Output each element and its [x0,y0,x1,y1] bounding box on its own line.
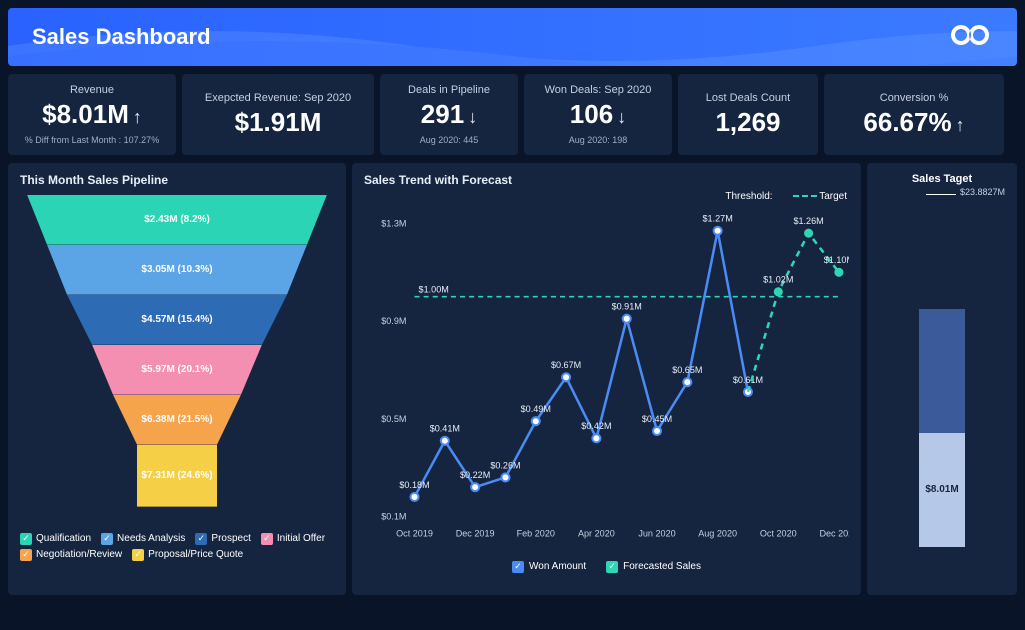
svg-text:$0.41M: $0.41M [430,423,460,433]
svg-text:Oct 2019: Oct 2019 [396,528,433,538]
funnel-legend: Qualification Needs Analysis Prospect Initi… [20,533,334,561]
legend-label: Forecasted Sales [623,561,701,572]
kpi-card: Exepcted Revenue: Sep 2020 $1.91M [182,74,374,155]
legend-checkbox-icon [20,533,32,545]
kpi-sub: Aug 2020: 198 [536,135,660,145]
trend-chart: $0.1M $0.5M $0.9M $1.3M $1.00M $0.18M $0.41M $0… [364,195,849,555]
svg-text:$0.91M: $0.91M [612,301,642,311]
legend-checkbox-icon [195,533,207,545]
kpi-value: 66.67% [836,108,992,137]
kpi-card: Won Deals: Sep 2020 106 Aug 2020: 198 [524,74,672,155]
svg-text:$0.65M: $0.65M [672,365,702,375]
svg-text:$1.27M: $1.27M [703,213,733,223]
funnel-legend-item[interactable]: Prospect [195,533,250,545]
kpi-label: Deals in Pipeline [392,84,506,96]
svg-text:Oct 2020: Oct 2020 [760,528,797,538]
svg-text:$1.00M: $1.00M [419,284,449,294]
legend-checkbox-icon [261,533,273,545]
kpi-label: Exepcted Revenue: Sep 2020 [194,92,362,104]
target-bar-container: $8.01M [879,207,1005,547]
svg-text:Dec 2020: Dec 2020 [819,528,849,538]
svg-text:$0.18M: $0.18M [399,479,429,489]
funnel-legend-item[interactable]: Proposal/Price Quote [132,549,243,561]
kpi-card: Lost Deals Count 1,269 [678,74,818,155]
dashboard-title: Sales Dashboard [32,24,211,50]
funnel-legend-item[interactable]: Needs Analysis [101,533,185,545]
trend-legend-item[interactable]: Forecasted Sales [606,561,701,573]
trend-legend-item[interactable]: Won Amount [512,561,586,573]
legend-label: Proposal/Price Quote [148,549,243,560]
svg-text:$0.26M: $0.26M [490,460,520,470]
kpi-card: Deals in Pipeline 291 Aug 2020: 445 [380,74,518,155]
svg-text:$0.49M: $0.49M [521,404,551,414]
kpi-card: Revenue $8.01M % Diff from Last Month : 10… [8,74,176,155]
svg-text:$0.45M: $0.45M [642,413,672,423]
funnel-segment: $4.57M (15.4%) [67,295,287,345]
svg-text:$1.26M: $1.26M [793,216,823,226]
kpi-value: 1,269 [690,108,806,137]
legend-label: Negotiation/Review [36,549,122,560]
funnel-segment: $7.31M (24.6%) [137,445,217,507]
trend-panel: Sales Trend with Forecast Threshold: Tar… [352,163,861,595]
legend-checkbox-icon [512,561,524,573]
svg-text:$0.22M: $0.22M [460,470,490,480]
legend-label: Needs Analysis [117,533,185,544]
funnel-legend-item[interactable]: Negotiation/Review [20,549,122,561]
target-bar-fill: $8.01M [919,433,965,547]
funnel-title: This Month Sales Pipeline [20,173,334,187]
svg-text:$0.67M: $0.67M [551,360,581,370]
trend-title: Sales Trend with Forecast [364,173,849,187]
funnel-legend-item[interactable]: Qualification [20,533,91,545]
funnel-chart: $2.43M (8.2%)$3.05M (10.3%)$4.57M (15.4%… [20,195,334,525]
legend-checkbox-icon [20,549,32,561]
svg-text:$0.5M: $0.5M [381,413,406,423]
target-max-axis: $23.8827M [879,187,1005,197]
kpi-label: Lost Deals Count [690,92,806,104]
legend-label: Won Amount [529,561,586,572]
svg-text:Feb 2020: Feb 2020 [517,528,555,538]
legend-checkbox-icon [132,549,144,561]
kpi-card: Conversion % 66.67% [824,74,1004,155]
svg-text:$1.10M: $1.10M [824,255,849,265]
main-row: This Month Sales Pipeline $2.43M (8.2%)$… [8,163,1017,595]
legend-label: Prospect [211,533,250,544]
funnel-segment: $3.05M (10.3%) [47,245,307,295]
funnel-panel: This Month Sales Pipeline $2.43M (8.2%)$… [8,163,346,595]
kpi-row: Revenue $8.01M % Diff from Last Month : 10… [8,74,1017,155]
kpi-value: 291 [392,100,506,129]
svg-text:$0.42M: $0.42M [581,421,611,431]
kpi-value: $1.91M [194,108,362,137]
svg-text:$0.1M: $0.1M [381,511,406,521]
funnel-segment: $6.38M (21.5%) [113,395,241,445]
kpi-value: $8.01M [20,100,164,129]
target-panel: Sales Taget $23.8827M $8.01M [867,163,1017,595]
funnel-segment: $2.43M (8.2%) [27,195,327,245]
kpi-sub: % Diff from Last Month : 107.27% [20,135,164,145]
svg-text:$0.9M: $0.9M [381,316,406,326]
kpi-label: Won Deals: Sep 2020 [536,84,660,96]
svg-text:Dec 2019: Dec 2019 [456,528,495,538]
target-title: Sales Taget [879,173,1005,185]
kpi-label: Revenue [20,84,164,96]
kpi-sub: Aug 2020: 445 [392,135,506,145]
svg-text:Jun 2020: Jun 2020 [638,528,675,538]
kpi-value: 106 [536,100,660,129]
brand-logo-icon [949,21,993,54]
dashboard-header: Sales Dashboard [8,8,1017,66]
legend-checkbox-icon [606,561,618,573]
funnel-legend-item[interactable]: Initial Offer [261,533,325,545]
svg-text:Aug 2020: Aug 2020 [698,528,737,538]
svg-text:$1.02M: $1.02M [763,274,793,284]
svg-text:$0.61M: $0.61M [733,374,763,384]
trend-legend: Won Amount Forecasted Sales [364,561,849,573]
legend-label: Qualification [36,533,91,544]
legend-checkbox-icon [101,533,113,545]
svg-text:$1.3M: $1.3M [381,218,406,228]
svg-text:Apr 2020: Apr 2020 [578,528,615,538]
legend-label: Initial Offer [277,533,325,544]
kpi-label: Conversion % [836,92,992,104]
funnel-segment: $5.97M (20.1%) [92,345,262,395]
